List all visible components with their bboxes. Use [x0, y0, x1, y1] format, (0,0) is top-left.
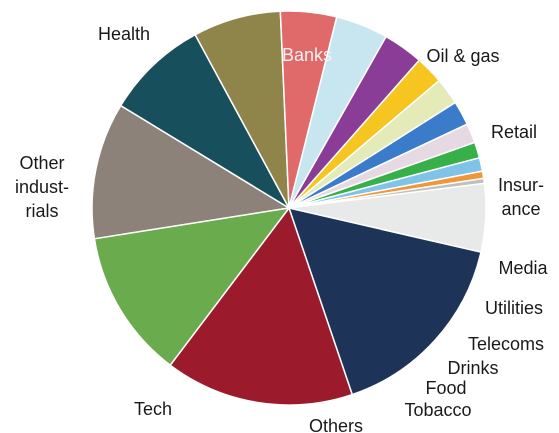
label-telecoms: Telecoms [468, 334, 544, 354]
pie-slices [91, 10, 487, 406]
label-media: Media [498, 258, 548, 278]
slice-health [93, 206, 291, 367]
label-health: Health [98, 24, 150, 44]
label-food: Food [425, 378, 466, 398]
slice-other-indust-rials [169, 206, 354, 406]
label-oil-gas: Oil & gas [426, 46, 499, 66]
label-drinks: Drinks [447, 358, 498, 378]
label-others: Others [309, 416, 363, 433]
label-insur-ance: Insur-ance [498, 175, 544, 219]
pie-labels: Banks Oil & gas Retail Insur-ance Media Utili… [15, 24, 549, 433]
label-tech: Tech [134, 399, 172, 419]
label-tobacco: Tobacco [404, 400, 471, 420]
label-retail: Retail [491, 122, 537, 142]
slice-oil-gas [119, 33, 291, 211]
label-other-indust-rials: Other indust-rials [15, 153, 69, 221]
label-banks: Banks [282, 45, 332, 65]
slice-banks [91, 104, 292, 240]
label-utilities: Utilities [485, 298, 543, 318]
